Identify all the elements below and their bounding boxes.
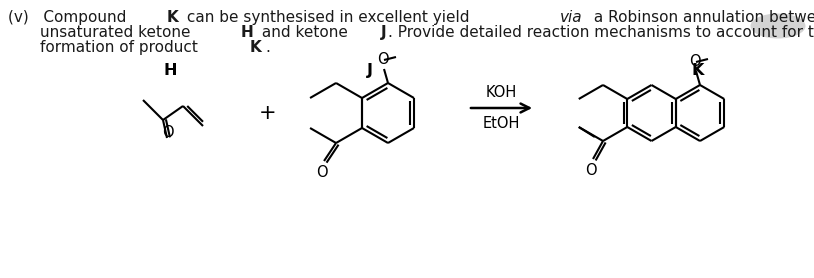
Text: unsaturated ketone: unsaturated ketone xyxy=(40,25,195,40)
Text: K: K xyxy=(167,10,179,25)
Text: H: H xyxy=(164,63,177,78)
Text: (v)   Compound: (v) Compound xyxy=(8,10,131,25)
Text: .: . xyxy=(265,40,270,55)
Text: O: O xyxy=(377,52,389,67)
Text: O: O xyxy=(316,165,328,180)
Text: can be synthesised in excellent yield: can be synthesised in excellent yield xyxy=(182,10,475,25)
Text: K: K xyxy=(692,63,704,78)
Text: O: O xyxy=(162,125,174,140)
Text: . Provide detailed reaction mechanisms to account for the: . Provide detailed reaction mechanisms t… xyxy=(387,25,814,40)
Text: J: J xyxy=(367,63,373,78)
Text: O: O xyxy=(689,54,701,69)
Text: H: H xyxy=(240,25,253,40)
Text: +: + xyxy=(259,103,277,123)
Ellipse shape xyxy=(751,14,806,38)
Text: a Robinson annulation between α,β-: a Robinson annulation between α,β- xyxy=(589,10,814,25)
Text: KOH: KOH xyxy=(486,85,517,100)
Text: and ketone: and ketone xyxy=(257,25,352,40)
Text: via: via xyxy=(559,10,582,25)
Text: K: K xyxy=(250,40,262,55)
Text: formation of product: formation of product xyxy=(40,40,203,55)
Text: EtOH: EtOH xyxy=(483,116,520,131)
Text: O: O xyxy=(585,163,597,178)
Text: J: J xyxy=(380,25,386,40)
